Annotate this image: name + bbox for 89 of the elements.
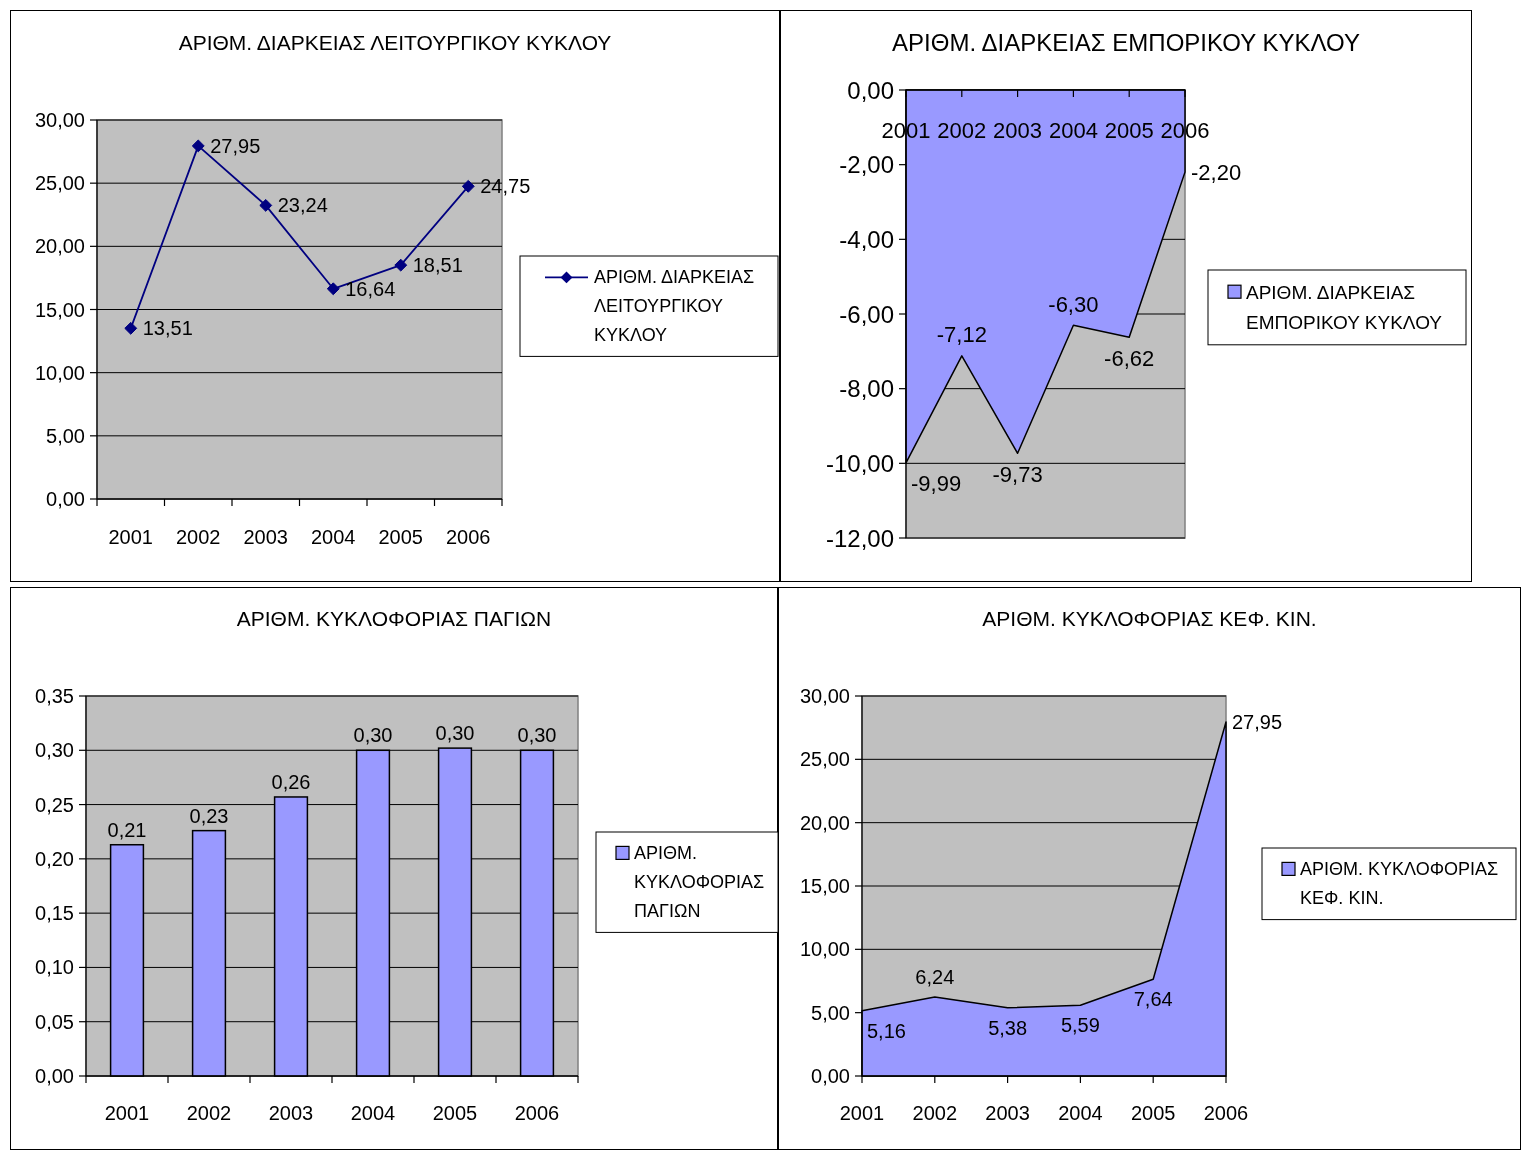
y-tick-label: -4,00 [839, 225, 894, 253]
point [394, 258, 408, 272]
y-tick-label: 0,10 [35, 956, 74, 979]
data-label: -2,20 [1191, 159, 1242, 185]
y-tick-label: 30,00 [34, 109, 85, 131]
y-tick-label: 5,00 [811, 1001, 850, 1024]
x-tick-label: 2006 [514, 1102, 560, 1124]
x-tick-label: 2003 [993, 118, 1043, 143]
x-tick-label: 2001 [839, 1102, 885, 1124]
y-tick-label: 0,00 [35, 1065, 74, 1087]
y-tick-label: 20,00 [34, 235, 85, 258]
y-tick-label: 0,20 [35, 847, 74, 870]
legend-label: ΑΡΙΘΜ. ΚΥΚΛΟΦΟΡΙΑΣ ΚΕΦ. ΚΙΝ. [1300, 859, 1499, 909]
x-tick-label: 2006 [446, 526, 491, 548]
y-tick-label: 0,25 [35, 793, 74, 816]
y-tick-label: 5,00 [46, 424, 85, 447]
y-tick-label: 0,05 [35, 1010, 74, 1033]
x-tick-label: 2005 [378, 526, 423, 548]
data-label: 0,21 [107, 818, 147, 841]
y-tick-label: 0,35 [35, 685, 74, 707]
data-label: 0,30 [517, 724, 557, 747]
y-tick-label: 0,00 [847, 76, 894, 104]
x-tick-label: 2002 [186, 1102, 232, 1124]
data-label: 24,75 [480, 175, 531, 198]
data-label: 0,26 [271, 770, 311, 793]
data-label: 7,64 [1133, 988, 1173, 1011]
point [191, 139, 205, 153]
y-tick-label: 0,00 [811, 1065, 850, 1087]
point [259, 198, 273, 212]
chart-title: ΑΡΙΘΜ. ΚΥΚΛΟΦΟΡΙΑΣ ΠΑΓΙΩΝ [236, 607, 552, 630]
y-tick-label: 20,00 [799, 811, 850, 834]
x-tick-label: 2002 [176, 526, 221, 548]
data-label: -9,73 [992, 461, 1043, 487]
data-label: -9,99 [911, 471, 962, 497]
x-tick-label: 2004 [1048, 118, 1098, 143]
y-tick-label: 30,00 [799, 685, 850, 707]
chart-title: ΑΡΙΘΜ. ΔΙΑΡΚΕΙΑΣ ΕΜΠΟΡΙΚΟΥ ΚΥΚΛΟΥ [892, 29, 1360, 56]
data-label: 16,64 [345, 277, 396, 300]
chart-title: ΑΡΙΘΜ. ΔΙΑΡΚΕΙΑΣ ΛΕΙΤΟΥΡΓΙΚΟΥ ΚΥΚΛΟΥ [178, 31, 612, 54]
y-tick-label: 0,00 [46, 488, 85, 510]
data-label: 27,95 [210, 134, 261, 157]
y-tick-label: 10,00 [799, 938, 850, 961]
data-label: 5,59 [1060, 1014, 1100, 1037]
data-label: 27,95 [1232, 710, 1283, 733]
y-tick-label: -8,00 [839, 375, 894, 403]
x-tick-label: 2004 [350, 1102, 396, 1124]
data-label: -6,30 [1048, 291, 1099, 317]
x-tick-label: 2005 [1104, 118, 1154, 143]
x-tick-label: 2002 [937, 118, 987, 143]
y-tick-label: 0,15 [35, 902, 74, 925]
point [326, 282, 340, 296]
x-tick-label: 2001 [104, 1102, 150, 1124]
y-tick-label: 15,00 [799, 875, 850, 897]
data-label: 18,51 [412, 254, 463, 277]
x-tick-label: 2003 [243, 526, 288, 548]
x-tick-label: 2003 [985, 1102, 1030, 1124]
data-label: 5,38 [988, 1016, 1028, 1039]
chart-title: ΑΡΙΘΜ. ΚΥΚΛΟΦΟΡΙΑΣ ΚΕΦ. ΚΙΝ. [982, 607, 1317, 630]
x-tick-label: 2004 [311, 526, 356, 548]
y-tick-label: -2,00 [839, 151, 894, 179]
data-label: 0,30 [353, 724, 393, 747]
x-tick-label: 2005 [432, 1102, 478, 1124]
data-label: 13,51 [142, 317, 193, 340]
point [124, 321, 138, 335]
point [461, 179, 475, 193]
data-label: -6,62 [1104, 345, 1155, 371]
data-label: -7,12 [936, 322, 987, 348]
data-label: 0,23 [189, 804, 229, 827]
legend-label: ΑΡΙΘΜ. ΔΙΑΡΚΕΙΑΣ ΛΕΙΤΟΥΡΓΙΚΟΥ ΚΥΚΛΟΥ [594, 267, 755, 345]
y-tick-label: -12,00 [825, 524, 894, 552]
data-label: 6,24 [915, 965, 955, 988]
x-tick-label: 2005 [1130, 1102, 1176, 1124]
y-tick-label: 0,30 [35, 739, 74, 762]
y-tick-label: -6,00 [839, 300, 894, 328]
y-tick-label: 10,00 [34, 361, 85, 384]
data-label: 0,30 [435, 722, 475, 745]
x-tick-label: 2004 [1058, 1102, 1103, 1124]
data-label: 23,24 [277, 194, 328, 217]
x-tick-label: 2002 [912, 1102, 958, 1124]
y-tick-label: 25,00 [34, 172, 85, 195]
x-tick-label: 2006 [1203, 1102, 1249, 1124]
data-label: 5,16 [867, 1019, 906, 1042]
legend-label: ΑΡΙΘΜ. ΔΙΑΡΚΕΙΑΣ ΕΜΠΟΡΙΚΟΥ ΚΥΚΛΟΥ [1246, 281, 1443, 334]
y-tick-label: -10,00 [825, 449, 894, 477]
x-tick-label: 2001 [108, 526, 153, 548]
y-tick-label: 25,00 [799, 748, 850, 771]
x-tick-label: 2003 [268, 1102, 314, 1124]
legend-label: ΑΡΙΘΜ. ΚΥΚΛΟΦΟΡΙΑΣ ΠΑΓΙΩΝ [634, 843, 765, 921]
y-tick-label: 15,00 [34, 298, 85, 321]
